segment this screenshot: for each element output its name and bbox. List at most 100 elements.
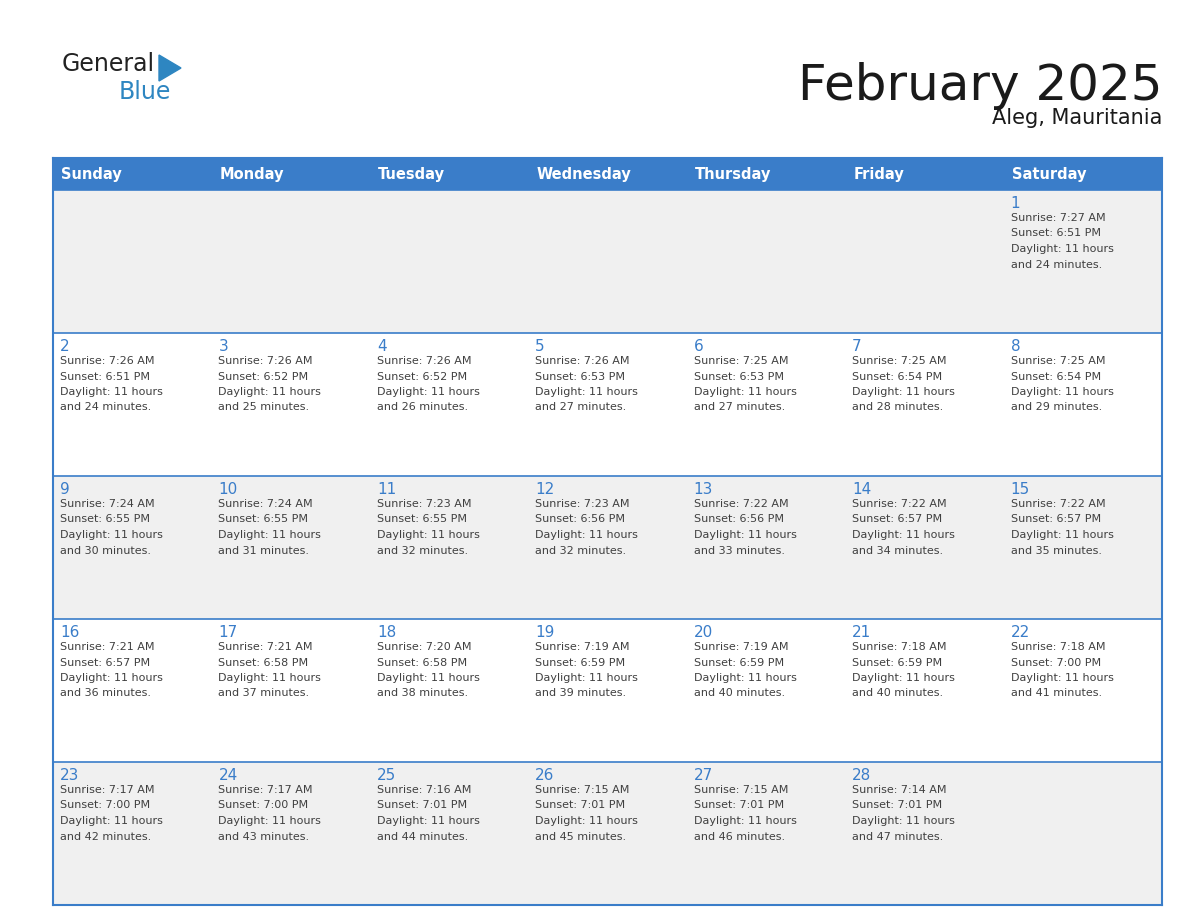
Text: 21: 21 <box>852 625 871 640</box>
Text: Sunrise: 7:26 AM: Sunrise: 7:26 AM <box>219 356 312 366</box>
Text: and 45 minutes.: and 45 minutes. <box>536 832 626 842</box>
Text: Sunset: 7:01 PM: Sunset: 7:01 PM <box>536 800 625 811</box>
Text: 14: 14 <box>852 482 871 497</box>
Bar <box>845 158 1004 190</box>
Text: Sunrise: 7:17 AM: Sunrise: 7:17 AM <box>61 785 154 795</box>
Text: and 27 minutes.: and 27 minutes. <box>694 402 785 412</box>
Text: Sunset: 6:59 PM: Sunset: 6:59 PM <box>694 657 784 667</box>
Text: Sunset: 6:55 PM: Sunset: 6:55 PM <box>219 514 309 524</box>
Text: and 32 minutes.: and 32 minutes. <box>536 545 626 555</box>
Text: Saturday: Saturday <box>1011 166 1086 182</box>
Text: and 35 minutes.: and 35 minutes. <box>1011 545 1101 555</box>
Text: 27: 27 <box>694 768 713 783</box>
Text: Friday: Friday <box>853 166 904 182</box>
Text: Monday: Monday <box>220 166 284 182</box>
Text: 15: 15 <box>1011 482 1030 497</box>
Text: and 26 minutes.: and 26 minutes. <box>377 402 468 412</box>
Text: Sunrise: 7:21 AM: Sunrise: 7:21 AM <box>219 642 312 652</box>
Text: 18: 18 <box>377 625 396 640</box>
Text: Sunset: 6:51 PM: Sunset: 6:51 PM <box>61 372 150 382</box>
Text: and 42 minutes.: and 42 minutes. <box>61 832 151 842</box>
Text: Sunset: 6:54 PM: Sunset: 6:54 PM <box>1011 372 1101 382</box>
Text: Sunrise: 7:21 AM: Sunrise: 7:21 AM <box>61 642 154 652</box>
Bar <box>211 762 369 905</box>
Text: and 44 minutes.: and 44 minutes. <box>377 832 468 842</box>
Bar <box>1004 762 1162 905</box>
Bar <box>529 476 687 619</box>
Text: 25: 25 <box>377 768 396 783</box>
Text: Sunset: 7:00 PM: Sunset: 7:00 PM <box>1011 657 1101 667</box>
Text: and 47 minutes.: and 47 minutes. <box>852 832 943 842</box>
Text: Daylight: 11 hours: Daylight: 11 hours <box>219 816 321 826</box>
Text: and 32 minutes.: and 32 minutes. <box>377 545 468 555</box>
Text: Sunset: 7:01 PM: Sunset: 7:01 PM <box>377 800 467 811</box>
Text: 16: 16 <box>61 625 80 640</box>
Text: and 37 minutes.: and 37 minutes. <box>219 688 310 699</box>
Text: 10: 10 <box>219 482 238 497</box>
Text: Sunset: 6:54 PM: Sunset: 6:54 PM <box>852 372 942 382</box>
Text: Thursday: Thursday <box>695 166 771 182</box>
Text: Sunset: 6:53 PM: Sunset: 6:53 PM <box>536 372 625 382</box>
Bar <box>529 333 687 476</box>
Bar <box>211 476 369 619</box>
Bar <box>369 158 529 190</box>
Text: Sunset: 7:01 PM: Sunset: 7:01 PM <box>852 800 942 811</box>
Text: 11: 11 <box>377 482 396 497</box>
Text: 26: 26 <box>536 768 555 783</box>
Text: Daylight: 11 hours: Daylight: 11 hours <box>852 387 955 397</box>
Bar <box>211 158 369 190</box>
Bar <box>845 762 1004 905</box>
Text: 5: 5 <box>536 339 545 354</box>
Text: Daylight: 11 hours: Daylight: 11 hours <box>61 387 163 397</box>
Text: Daylight: 11 hours: Daylight: 11 hours <box>377 530 480 540</box>
Text: Sunrise: 7:18 AM: Sunrise: 7:18 AM <box>852 642 947 652</box>
Text: Sunset: 6:52 PM: Sunset: 6:52 PM <box>377 372 467 382</box>
Text: General: General <box>62 52 156 76</box>
Text: Sunrise: 7:22 AM: Sunrise: 7:22 AM <box>1011 499 1105 509</box>
Text: Sunrise: 7:22 AM: Sunrise: 7:22 AM <box>852 499 947 509</box>
Text: 12: 12 <box>536 482 555 497</box>
Text: Daylight: 11 hours: Daylight: 11 hours <box>852 530 955 540</box>
Text: Daylight: 11 hours: Daylight: 11 hours <box>61 530 163 540</box>
Bar <box>211 619 369 762</box>
Text: Daylight: 11 hours: Daylight: 11 hours <box>852 816 955 826</box>
Text: 24: 24 <box>219 768 238 783</box>
Text: 6: 6 <box>694 339 703 354</box>
Text: Sunset: 6:55 PM: Sunset: 6:55 PM <box>377 514 467 524</box>
Bar <box>369 190 529 333</box>
Bar <box>529 762 687 905</box>
Text: Sunrise: 7:27 AM: Sunrise: 7:27 AM <box>1011 213 1105 223</box>
Bar <box>529 619 687 762</box>
Text: Daylight: 11 hours: Daylight: 11 hours <box>219 673 321 683</box>
Bar <box>529 158 687 190</box>
Bar <box>845 619 1004 762</box>
Text: and 40 minutes.: and 40 minutes. <box>694 688 785 699</box>
Text: Sunset: 6:56 PM: Sunset: 6:56 PM <box>536 514 625 524</box>
Bar <box>53 762 211 905</box>
Text: 7: 7 <box>852 339 861 354</box>
Text: Sunset: 6:53 PM: Sunset: 6:53 PM <box>694 372 784 382</box>
Text: Sunset: 6:51 PM: Sunset: 6:51 PM <box>1011 229 1100 239</box>
Text: 2: 2 <box>61 339 70 354</box>
Text: Blue: Blue <box>119 80 171 104</box>
Bar <box>369 476 529 619</box>
Bar <box>845 190 1004 333</box>
Text: Sunrise: 7:26 AM: Sunrise: 7:26 AM <box>377 356 472 366</box>
Text: Sunrise: 7:18 AM: Sunrise: 7:18 AM <box>1011 642 1105 652</box>
Bar <box>687 762 845 905</box>
Text: 3: 3 <box>219 339 228 354</box>
Bar <box>53 333 211 476</box>
Text: and 34 minutes.: and 34 minutes. <box>852 545 943 555</box>
Text: Sunrise: 7:19 AM: Sunrise: 7:19 AM <box>536 642 630 652</box>
Text: Daylight: 11 hours: Daylight: 11 hours <box>536 673 638 683</box>
Text: Sunset: 6:55 PM: Sunset: 6:55 PM <box>61 514 150 524</box>
Text: and 27 minutes.: and 27 minutes. <box>536 402 626 412</box>
Text: Sunrise: 7:14 AM: Sunrise: 7:14 AM <box>852 785 947 795</box>
Text: Daylight: 11 hours: Daylight: 11 hours <box>1011 530 1113 540</box>
Text: Sunset: 7:01 PM: Sunset: 7:01 PM <box>694 800 784 811</box>
Text: 4: 4 <box>377 339 386 354</box>
Bar <box>687 190 845 333</box>
Bar <box>687 619 845 762</box>
Text: 22: 22 <box>1011 625 1030 640</box>
Text: Sunrise: 7:25 AM: Sunrise: 7:25 AM <box>694 356 788 366</box>
